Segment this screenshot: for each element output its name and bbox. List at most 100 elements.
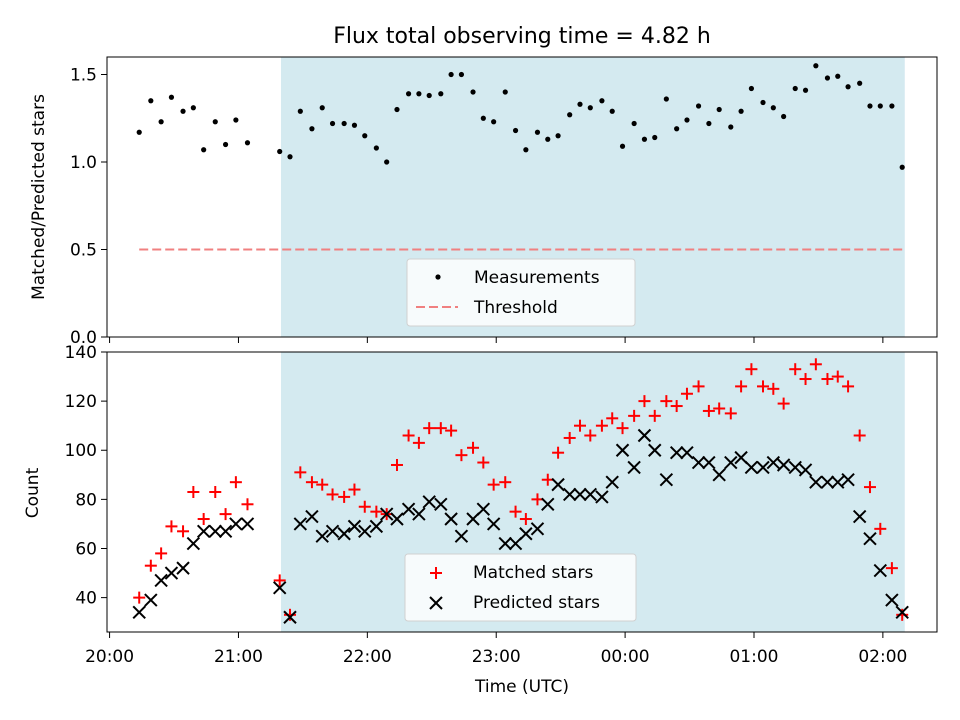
predicted-star-point [454, 529, 469, 543]
measurement-point [233, 117, 239, 123]
measurement-point [695, 103, 702, 109]
predicted-star-point [551, 477, 565, 492]
predicted-star-point [434, 497, 448, 511]
legend-measurements-marker [435, 274, 441, 280]
matched-star-point [584, 429, 597, 442]
predicted-star-point [412, 507, 426, 521]
predicted-star-point [659, 473, 674, 487]
measurement-point [148, 98, 154, 104]
matched-star-point [874, 522, 887, 535]
matched-stars-series [133, 358, 909, 621]
measurement-point [663, 96, 669, 102]
predicted-star-point [863, 531, 877, 546]
x-axis-label: Time (UTC) [474, 677, 569, 697]
matched-star-point [809, 358, 822, 371]
predicted-star-point [798, 463, 813, 477]
matched-star-point [757, 380, 770, 393]
measurement-point [491, 119, 497, 125]
measurement-point [329, 120, 336, 127]
matched-star-point [724, 407, 737, 420]
top-panel-y-ticks: 0.0 0.5 1.0 1.5 [70, 66, 107, 348]
predicted-star-point [627, 460, 641, 475]
matched-star-point [777, 397, 790, 410]
matched-star-point [831, 370, 844, 383]
legend-threshold-label: Threshold [473, 298, 558, 318]
matched-star-point [628, 409, 641, 422]
matched-star-point [789, 363, 802, 376]
measurement-point [652, 134, 658, 141]
measurement-point [567, 112, 573, 118]
x-tick-label: 23:00 [472, 647, 521, 667]
measurement-point [502, 89, 508, 95]
measurement-point [212, 119, 218, 125]
predicted-star-point [595, 490, 609, 504]
top-y-tick-label: 1.5 [70, 66, 97, 86]
matched-star-point [680, 387, 693, 400]
predicted-star-point [562, 487, 577, 502]
matched-star-point [573, 419, 586, 432]
predicted-star-point [444, 512, 458, 526]
predicted-star-point [756, 460, 770, 475]
predicted-star-point [895, 605, 909, 620]
predicted-star-point [186, 536, 201, 551]
matched-star-point [821, 373, 834, 386]
predicted-star-point [637, 428, 652, 443]
predicted-star-point [873, 563, 887, 578]
measurement-point [201, 147, 207, 153]
predicted-star-point [820, 475, 835, 489]
matched-star-point [284, 608, 297, 621]
matched-star-point [294, 466, 307, 479]
bottom-panel-frame [106, 351, 938, 633]
predicted-star-point [809, 475, 823, 489]
matched-star-point [316, 478, 329, 491]
bottom-y-tick-label: 80 [75, 490, 97, 510]
matched-star-point [338, 490, 351, 503]
bottom-legend-box [404, 553, 637, 622]
matched-star-point [552, 446, 565, 459]
predicted-star-point [541, 497, 555, 511]
matched-star-point [402, 429, 415, 442]
top-panel-legend: Measurements Threshold [406, 258, 636, 327]
matched-star-point [660, 395, 673, 408]
measurement-point [244, 140, 251, 146]
top-panel-title: Flux total observing time = 4.82 h [333, 24, 711, 49]
predicted-star-point [229, 517, 243, 531]
measurement-point [277, 148, 283, 155]
measurement-point [619, 143, 626, 149]
matched-star-point [445, 424, 458, 437]
measurement-point [168, 94, 175, 100]
matched-star-point [885, 562, 898, 575]
measurement-point [319, 105, 325, 111]
measurement-point [351, 122, 358, 128]
matched-star-point [713, 402, 726, 415]
predicted-star-point [132, 605, 146, 620]
measurement-point [136, 129, 142, 135]
matched-star-point [326, 488, 339, 501]
predicted-star-point [573, 487, 587, 502]
predicted-star-point [712, 468, 726, 482]
measurement-point [857, 80, 863, 86]
measurement-point [641, 136, 648, 142]
predicted-star-point [648, 443, 662, 457]
predicted-star-point [788, 460, 802, 475]
matched-star-point [467, 441, 480, 454]
predicted-star-point [691, 455, 706, 470]
matched-star-point [509, 505, 522, 518]
measurement-point [587, 105, 593, 111]
matched-star-point [670, 400, 683, 413]
matched-star-point [735, 380, 748, 393]
predicted-star-point [744, 460, 759, 475]
top-panel-x-ticks [109, 337, 884, 343]
predicted-star-point [401, 502, 416, 516]
measurement-point [824, 75, 831, 81]
legend-predicted-marker [429, 596, 443, 610]
matched-star-point [745, 363, 758, 376]
matched-star-point [455, 449, 468, 462]
bottom-panel-x-ticks: 20:00 21:00 22:00 23:00 00:00 01:00 02:00 [85, 632, 907, 667]
predicted-star-point [841, 473, 855, 487]
predicted-star-point [466, 512, 480, 526]
measurement-point [770, 105, 776, 111]
matched-star-point [348, 483, 361, 496]
measurement-point [180, 108, 186, 114]
predicted-star-point [325, 524, 340, 539]
